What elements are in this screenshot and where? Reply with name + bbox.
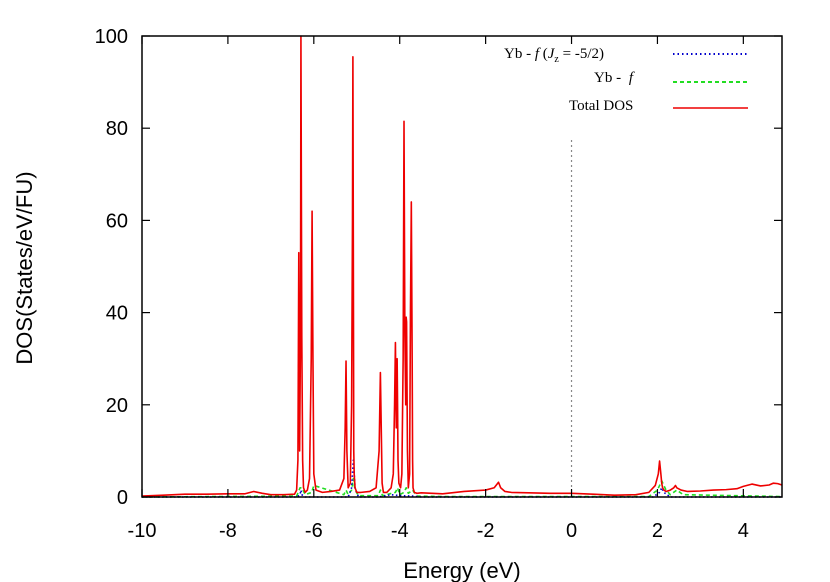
legend-label-total-dos: Total DOS — [569, 98, 633, 114]
y-tick-label: 60 — [106, 210, 128, 232]
series-layer — [141, 35, 783, 498]
y-tick-label: 40 — [106, 303, 128, 325]
x-axis-title: Energy (eV) — [403, 558, 520, 582]
series-line-yb-f — [141, 477, 783, 498]
legend-label-yb-f: Yb - f — [594, 70, 635, 86]
series-line-total-dos — [141, 35, 783, 497]
x-tick-label: -6 — [305, 520, 323, 542]
y-axis-title: DOS(States/eV/FU) — [12, 171, 37, 364]
x-tick-label: -10 — [128, 520, 157, 542]
y-tick-label: 80 — [106, 118, 128, 140]
legend-label-yb-f-jz: Yb - f (Jz = -5/2) — [504, 46, 604, 65]
x-tick-label: 0 — [566, 520, 577, 542]
x-tick-label: 2 — [652, 520, 663, 542]
y-tick-label: 100 — [95, 26, 128, 48]
plot-frame — [141, 35, 783, 498]
x-tick-label: -4 — [391, 520, 409, 542]
x-tick-label: -2 — [477, 520, 495, 542]
x-tick-label: -8 — [219, 520, 237, 542]
y-tick-label: 0 — [117, 487, 128, 509]
y-tick-label: 20 — [106, 395, 128, 417]
legend: Yb - f (Jz = -5/2) Yb - f Total DOS — [504, 46, 748, 114]
x-tick-label: 4 — [738, 520, 749, 542]
